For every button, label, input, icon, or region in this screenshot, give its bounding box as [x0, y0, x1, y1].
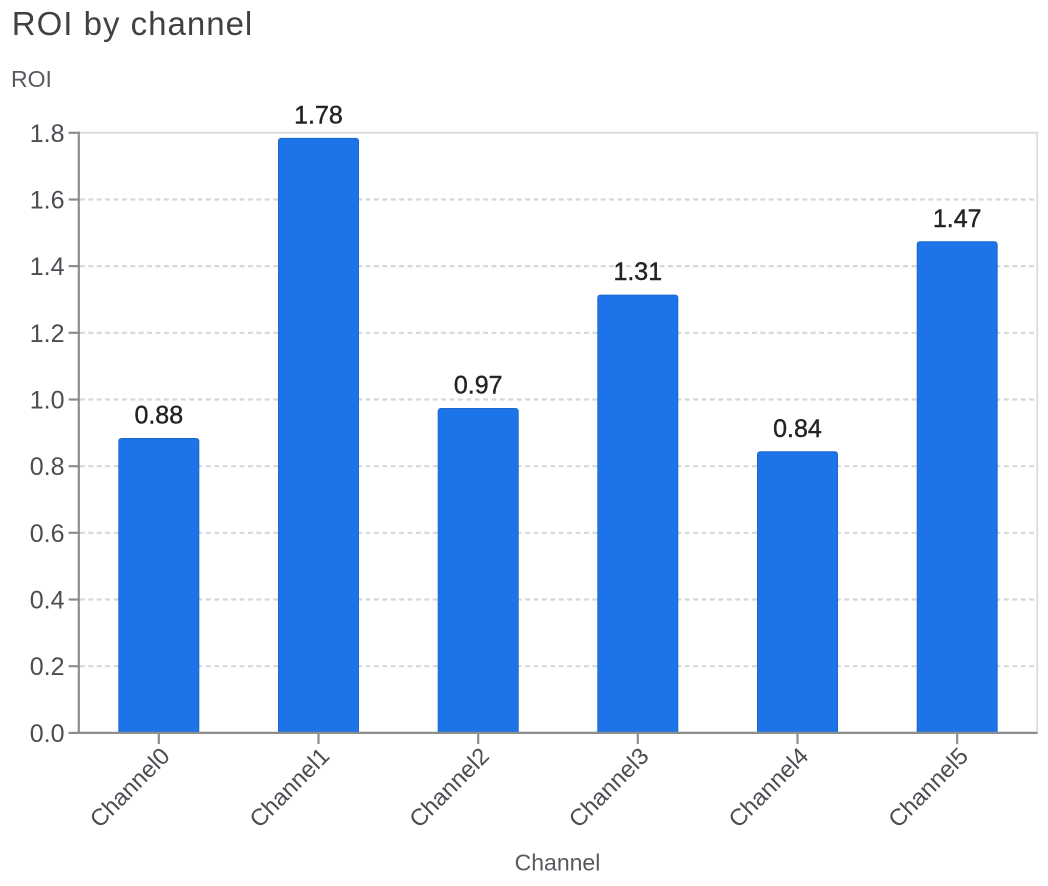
svg-text:ROI by channel: ROI by channel	[12, 5, 253, 42]
svg-text:1.0: 1.0	[30, 387, 65, 415]
svg-text:1.8: 1.8	[30, 120, 65, 148]
svg-text:1.78: 1.78	[294, 101, 343, 129]
svg-text:1.31: 1.31	[613, 258, 662, 286]
svg-text:1.47: 1.47	[933, 205, 982, 233]
svg-text:0.0: 0.0	[30, 720, 65, 748]
svg-text:0.4: 0.4	[30, 587, 65, 615]
svg-text:0.88: 0.88	[134, 402, 183, 430]
svg-text:1.4: 1.4	[30, 253, 65, 281]
svg-text:0.8: 0.8	[30, 453, 65, 481]
svg-text:1.2: 1.2	[30, 320, 65, 348]
svg-text:ROI: ROI	[11, 66, 52, 92]
svg-text:0.84: 0.84	[773, 415, 822, 443]
svg-text:1.6: 1.6	[30, 187, 65, 215]
svg-text:0.6: 0.6	[30, 520, 65, 548]
svg-text:0.2: 0.2	[30, 653, 65, 681]
svg-text:0.97: 0.97	[454, 372, 503, 400]
svg-text:Channel: Channel	[515, 850, 601, 876]
